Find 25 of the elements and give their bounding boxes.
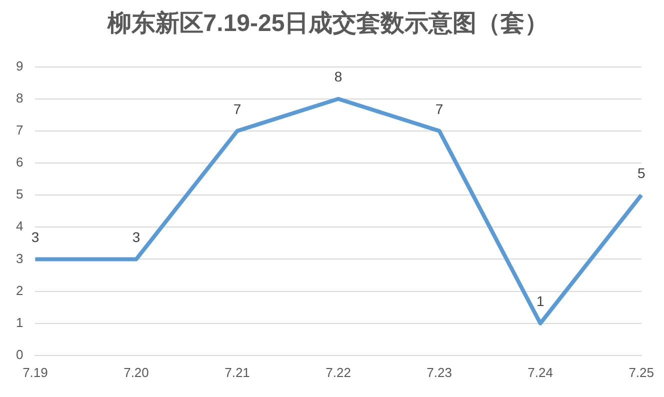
y-tick-label: 2 [16,282,24,298]
x-tick-label: 7.24 [528,364,553,380]
data-label: 7 [233,100,242,117]
data-label: 5 [637,164,646,181]
x-tick-label: 7.25 [628,364,654,380]
y-tick-label: 0 [16,346,24,362]
data-label: 3 [132,229,140,246]
data-label: 7 [435,100,444,117]
x-tick-label: 7.20 [124,364,149,380]
data-label: 3 [31,229,40,246]
y-tick-label: 7 [16,122,24,138]
y-tick-label: 1 [16,314,24,330]
x-tick-label: 7.21 [224,364,250,380]
y-tick-label: 3 [16,250,24,266]
data-label: 8 [334,68,342,85]
y-tick-label: 8 [16,90,24,106]
y-tick-label: 9 [16,58,24,74]
y-tick-label: 5 [16,186,24,202]
x-tick-label: 7.23 [426,364,452,380]
x-tick-label: 7.22 [326,364,351,380]
data-label: 1 [536,293,544,310]
y-tick-label: 6 [16,154,24,170]
x-tick-label: 7.19 [22,364,48,380]
chart-title: 柳东新区7.19-25日成交套数示意图（套） [106,10,549,38]
y-tick-label: 4 [16,218,24,234]
